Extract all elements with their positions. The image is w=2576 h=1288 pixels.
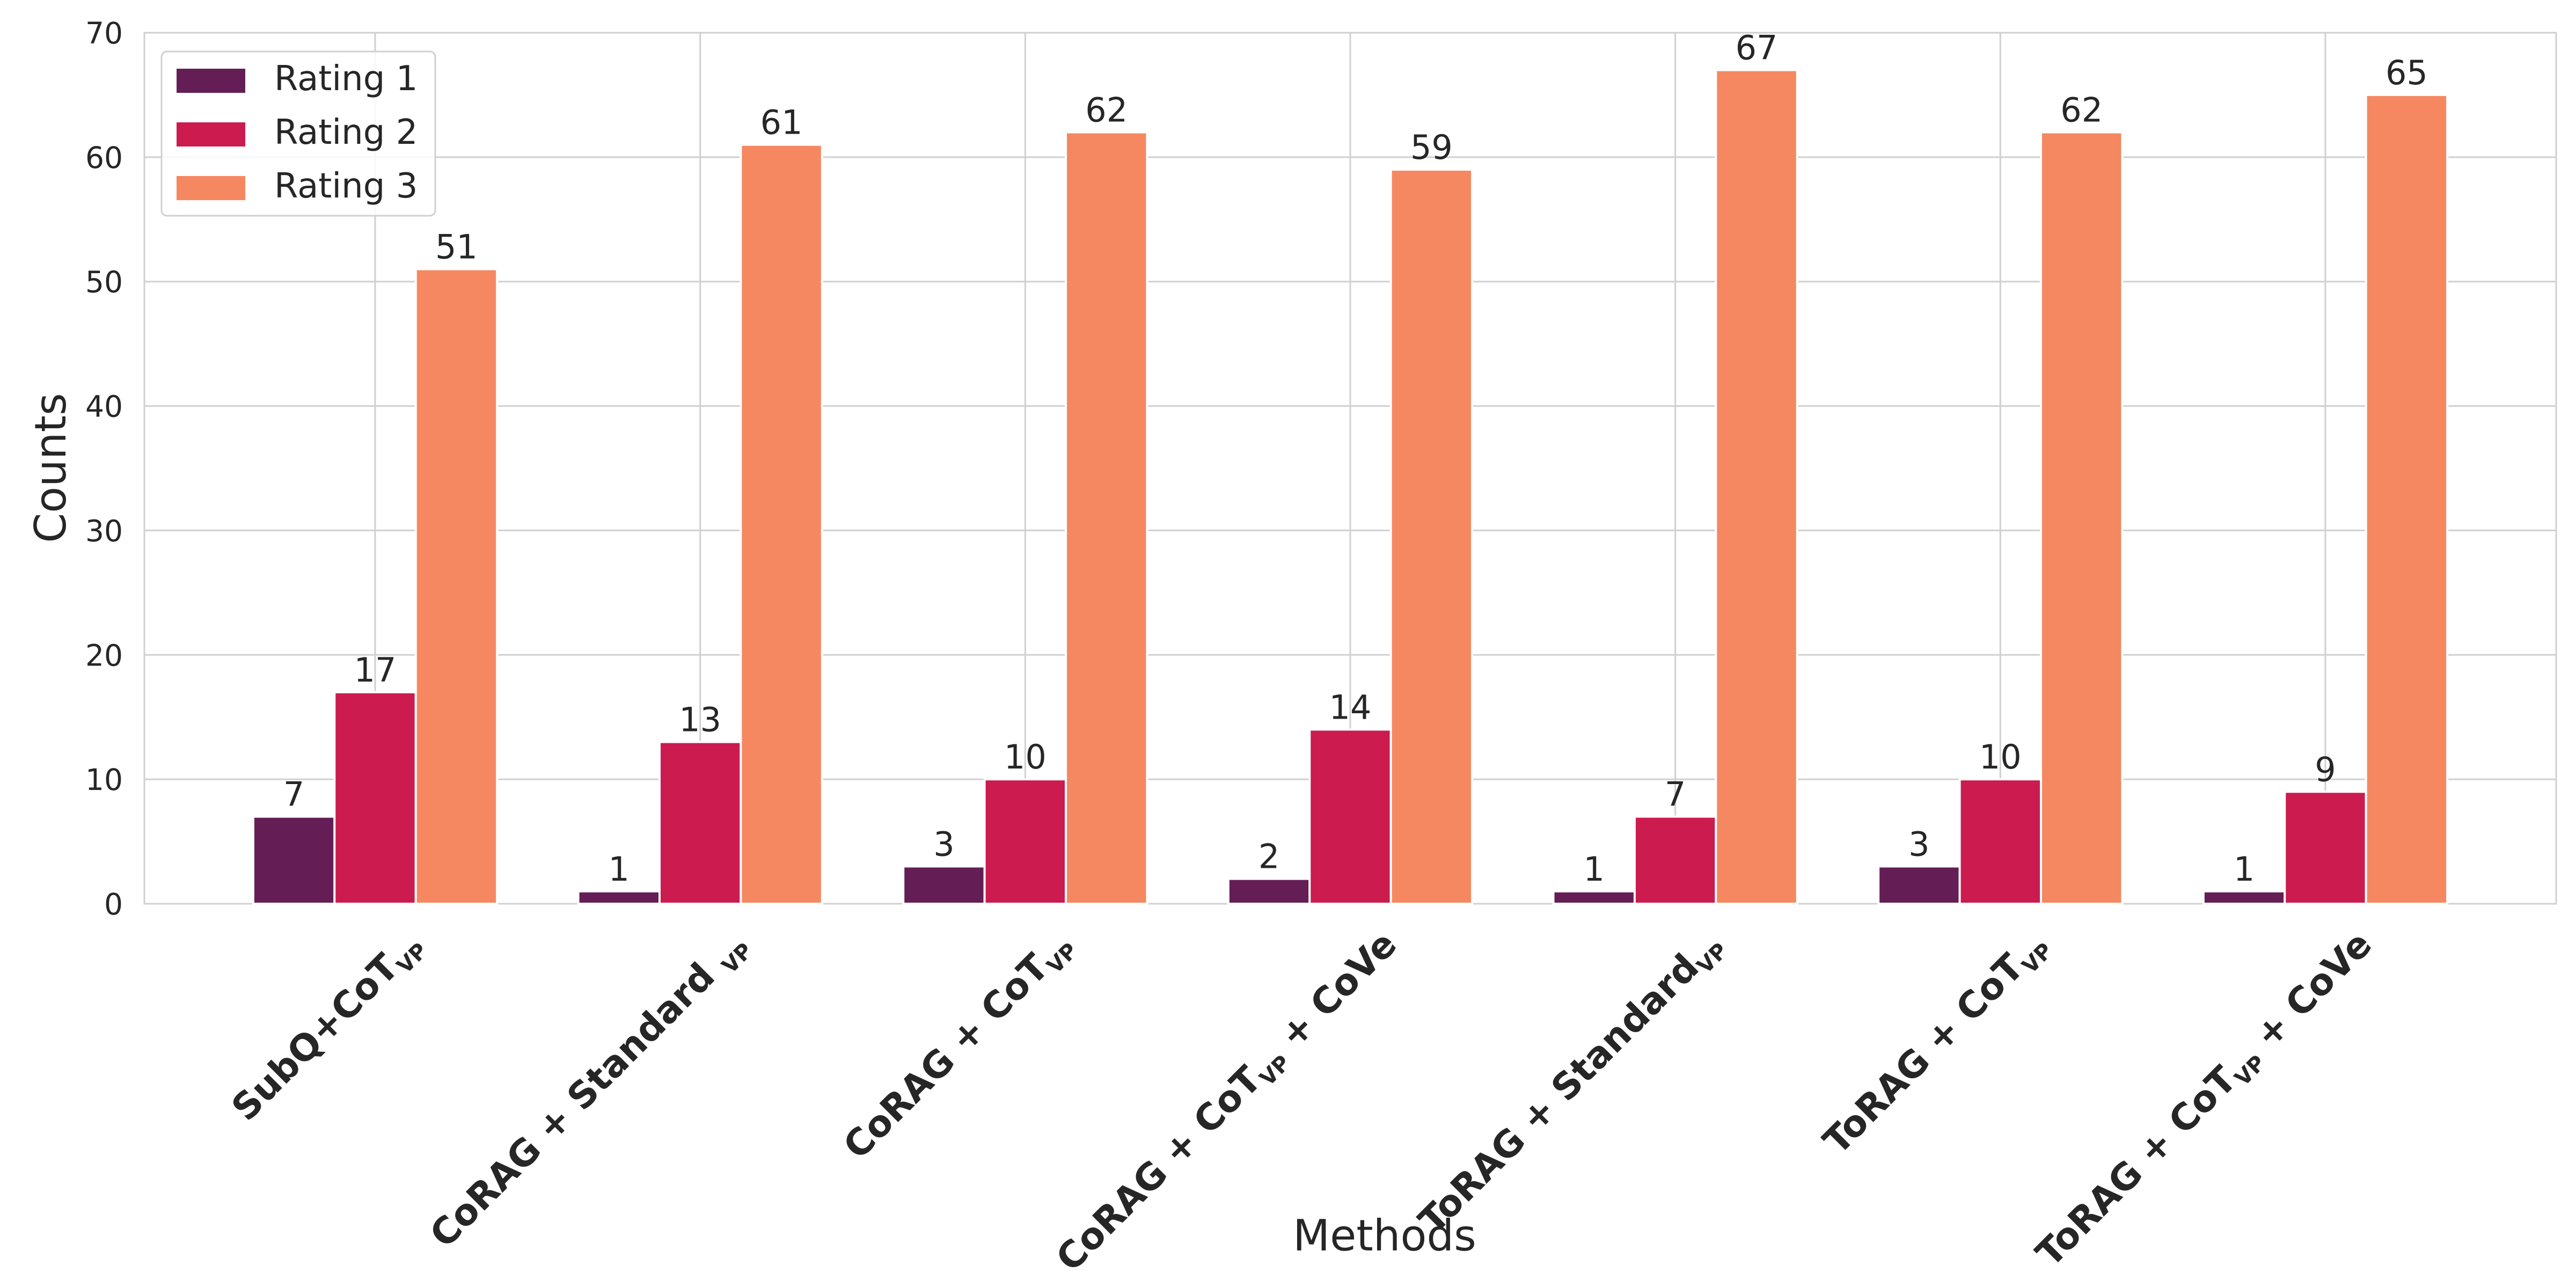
value-label: 67	[1736, 28, 1778, 68]
y-tick-label: 30	[85, 514, 123, 548]
bar	[333, 691, 417, 905]
legend-label: Rating 3	[274, 166, 418, 206]
bar	[983, 778, 1067, 905]
bar	[1877, 865, 1961, 905]
value-label: 7	[1665, 775, 1686, 814]
value-label: 10	[1004, 737, 1046, 777]
legend-swatch	[177, 176, 245, 200]
bar	[1715, 69, 1798, 905]
y-tick-label: 0	[104, 887, 123, 921]
bar	[252, 815, 336, 905]
bar	[658, 741, 742, 905]
value-label: 14	[1329, 687, 1372, 727]
bar	[1227, 877, 1311, 905]
value-label: 61	[760, 103, 803, 142]
y-tick-label: 10	[85, 763, 123, 797]
value-label: 1	[609, 850, 630, 889]
bar	[577, 890, 661, 905]
bar	[1633, 815, 1717, 905]
value-label: 2	[1258, 837, 1279, 876]
bar	[1308, 728, 1392, 905]
legend-label: Rating 2	[274, 113, 418, 152]
value-label: 62	[2060, 90, 2103, 129]
bar	[2040, 131, 2124, 905]
value-label: 65	[2385, 53, 2428, 92]
bar	[902, 865, 986, 905]
y-tick-label: 20	[85, 638, 123, 672]
value-label: 10	[1979, 737, 2022, 777]
value-label: 7	[283, 775, 304, 814]
value-label: 51	[435, 228, 478, 267]
bar	[2365, 93, 2449, 905]
bar	[2284, 791, 2367, 905]
bar	[2202, 890, 2286, 905]
bar	[1552, 890, 1636, 905]
legend-label: Rating 1	[274, 59, 418, 99]
legend-swatch	[177, 69, 245, 93]
y-tick-label: 70	[85, 16, 123, 50]
value-label: 1	[2234, 850, 2255, 889]
y-axis-label: Counts	[26, 393, 76, 543]
bar	[1065, 131, 1148, 905]
legend-swatch	[177, 122, 245, 147]
value-label: 59	[1410, 128, 1453, 167]
bar	[1389, 169, 1474, 905]
value-label: 3	[1908, 824, 1929, 863]
value-label: 3	[933, 824, 954, 863]
y-tick-label: 50	[85, 265, 123, 299]
y-tick-label: 40	[85, 390, 123, 424]
bar	[414, 268, 499, 905]
value-label: 9	[2315, 750, 2336, 789]
y-tick-label: 60	[85, 141, 123, 175]
value-label: 1	[1584, 850, 1605, 889]
value-label: 17	[354, 650, 397, 690]
bar	[1958, 778, 2043, 905]
value-label: 13	[679, 700, 721, 740]
bar	[740, 143, 823, 905]
x-axis-label: Methods	[1293, 1211, 1476, 1261]
value-label: 62	[1085, 90, 1128, 129]
